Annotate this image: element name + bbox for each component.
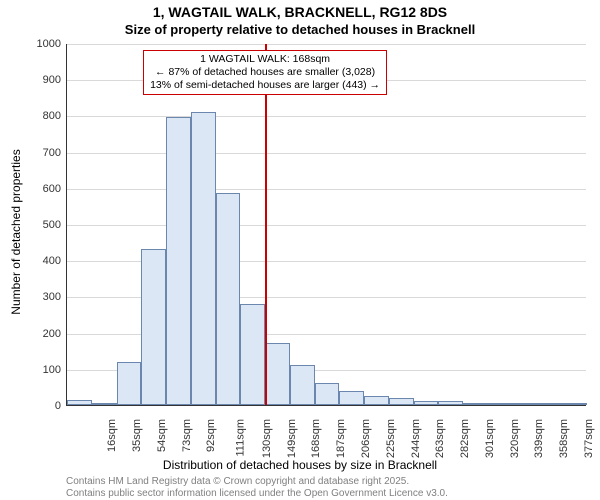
annotation-line: ← 87% of detached houses are smaller (3,… <box>150 66 380 79</box>
y-tick-label: 100 <box>43 364 67 376</box>
histogram-bar <box>414 401 439 405</box>
gridline <box>67 44 586 45</box>
x-tick-label: 225sqm <box>385 419 397 458</box>
x-tick-label: 244sqm <box>410 419 422 458</box>
histogram-bar <box>166 117 191 405</box>
histogram-bar <box>240 304 265 405</box>
x-tick-label: 130sqm <box>261 419 273 458</box>
x-tick-label: 35sqm <box>131 419 143 452</box>
histogram-bar <box>537 403 562 405</box>
histogram-bar <box>438 401 463 405</box>
chart-title-sub: Size of property relative to detached ho… <box>0 22 600 37</box>
y-tick-label: 800 <box>43 110 67 122</box>
x-tick-label: 54sqm <box>156 419 168 452</box>
plot-area: 0100200300400500600700800900100016sqm35s… <box>66 44 586 406</box>
x-tick-label: 301sqm <box>484 419 496 458</box>
x-tick-label: 377sqm <box>583 419 595 458</box>
annotation-line: 1 WAGTAIL WALK: 168sqm <box>150 53 380 66</box>
histogram-bar <box>141 249 166 405</box>
x-tick-label: 187sqm <box>335 419 347 458</box>
x-axis-label: Distribution of detached houses by size … <box>0 458 600 472</box>
x-tick-label: 282sqm <box>459 419 471 458</box>
histogram-bar <box>389 398 414 405</box>
histogram-bar <box>265 343 290 405</box>
y-tick-label: 0 <box>55 400 67 412</box>
gridline <box>67 153 586 154</box>
histogram-bar <box>191 112 216 405</box>
histogram-bar <box>339 391 364 405</box>
footer-note: Contains HM Land Registry data © Crown c… <box>0 476 600 500</box>
histogram-bar <box>488 403 513 405</box>
footer-line: Contains HM Land Registry data © Crown c… <box>66 476 600 488</box>
x-tick-label: 168sqm <box>311 419 323 458</box>
y-axis-label: Number of detached properties <box>9 51 23 413</box>
x-tick-label: 111sqm <box>235 419 247 457</box>
x-tick-label: 320sqm <box>509 419 521 458</box>
gridline <box>67 189 586 190</box>
histogram-chart: 1, WAGTAIL WALK, BRACKNELL, RG12 8DS Siz… <box>0 0 600 500</box>
histogram-bar <box>463 403 488 405</box>
footer-line: Contains public sector information licen… <box>66 488 600 500</box>
histogram-bar <box>117 362 142 405</box>
y-tick-label: 400 <box>43 255 67 267</box>
y-tick-label: 500 <box>43 219 67 231</box>
y-tick-label: 300 <box>43 291 67 303</box>
y-tick-label: 600 <box>43 183 67 195</box>
x-tick-label: 73sqm <box>181 419 193 452</box>
x-tick-label: 149sqm <box>286 419 298 458</box>
histogram-bar <box>92 403 117 405</box>
gridline <box>67 116 586 117</box>
y-tick-label: 1000 <box>37 38 67 50</box>
histogram-bar <box>562 403 587 405</box>
y-tick-label: 900 <box>43 74 67 86</box>
histogram-bar <box>364 396 389 405</box>
y-tick-label: 200 <box>43 328 67 340</box>
reference-line <box>265 44 267 405</box>
histogram-bar <box>513 403 538 405</box>
x-tick-label: 339sqm <box>533 419 545 458</box>
histogram-bar <box>315 383 340 405</box>
annotation-line: 13% of semi-detached houses are larger (… <box>150 79 380 92</box>
annotation-box: 1 WAGTAIL WALK: 168sqm← 87% of detached … <box>143 50 387 95</box>
histogram-bar <box>67 400 92 405</box>
histogram-bar <box>216 193 241 405</box>
gridline <box>67 225 586 226</box>
chart-title-main: 1, WAGTAIL WALK, BRACKNELL, RG12 8DS <box>0 4 600 20</box>
x-tick-label: 92sqm <box>205 419 217 452</box>
x-tick-label: 358sqm <box>558 419 570 458</box>
y-tick-label: 700 <box>43 147 67 159</box>
x-tick-label: 16sqm <box>106 419 118 452</box>
x-tick-label: 206sqm <box>360 419 372 458</box>
histogram-bar <box>290 365 315 405</box>
x-tick-label: 263sqm <box>434 419 446 458</box>
